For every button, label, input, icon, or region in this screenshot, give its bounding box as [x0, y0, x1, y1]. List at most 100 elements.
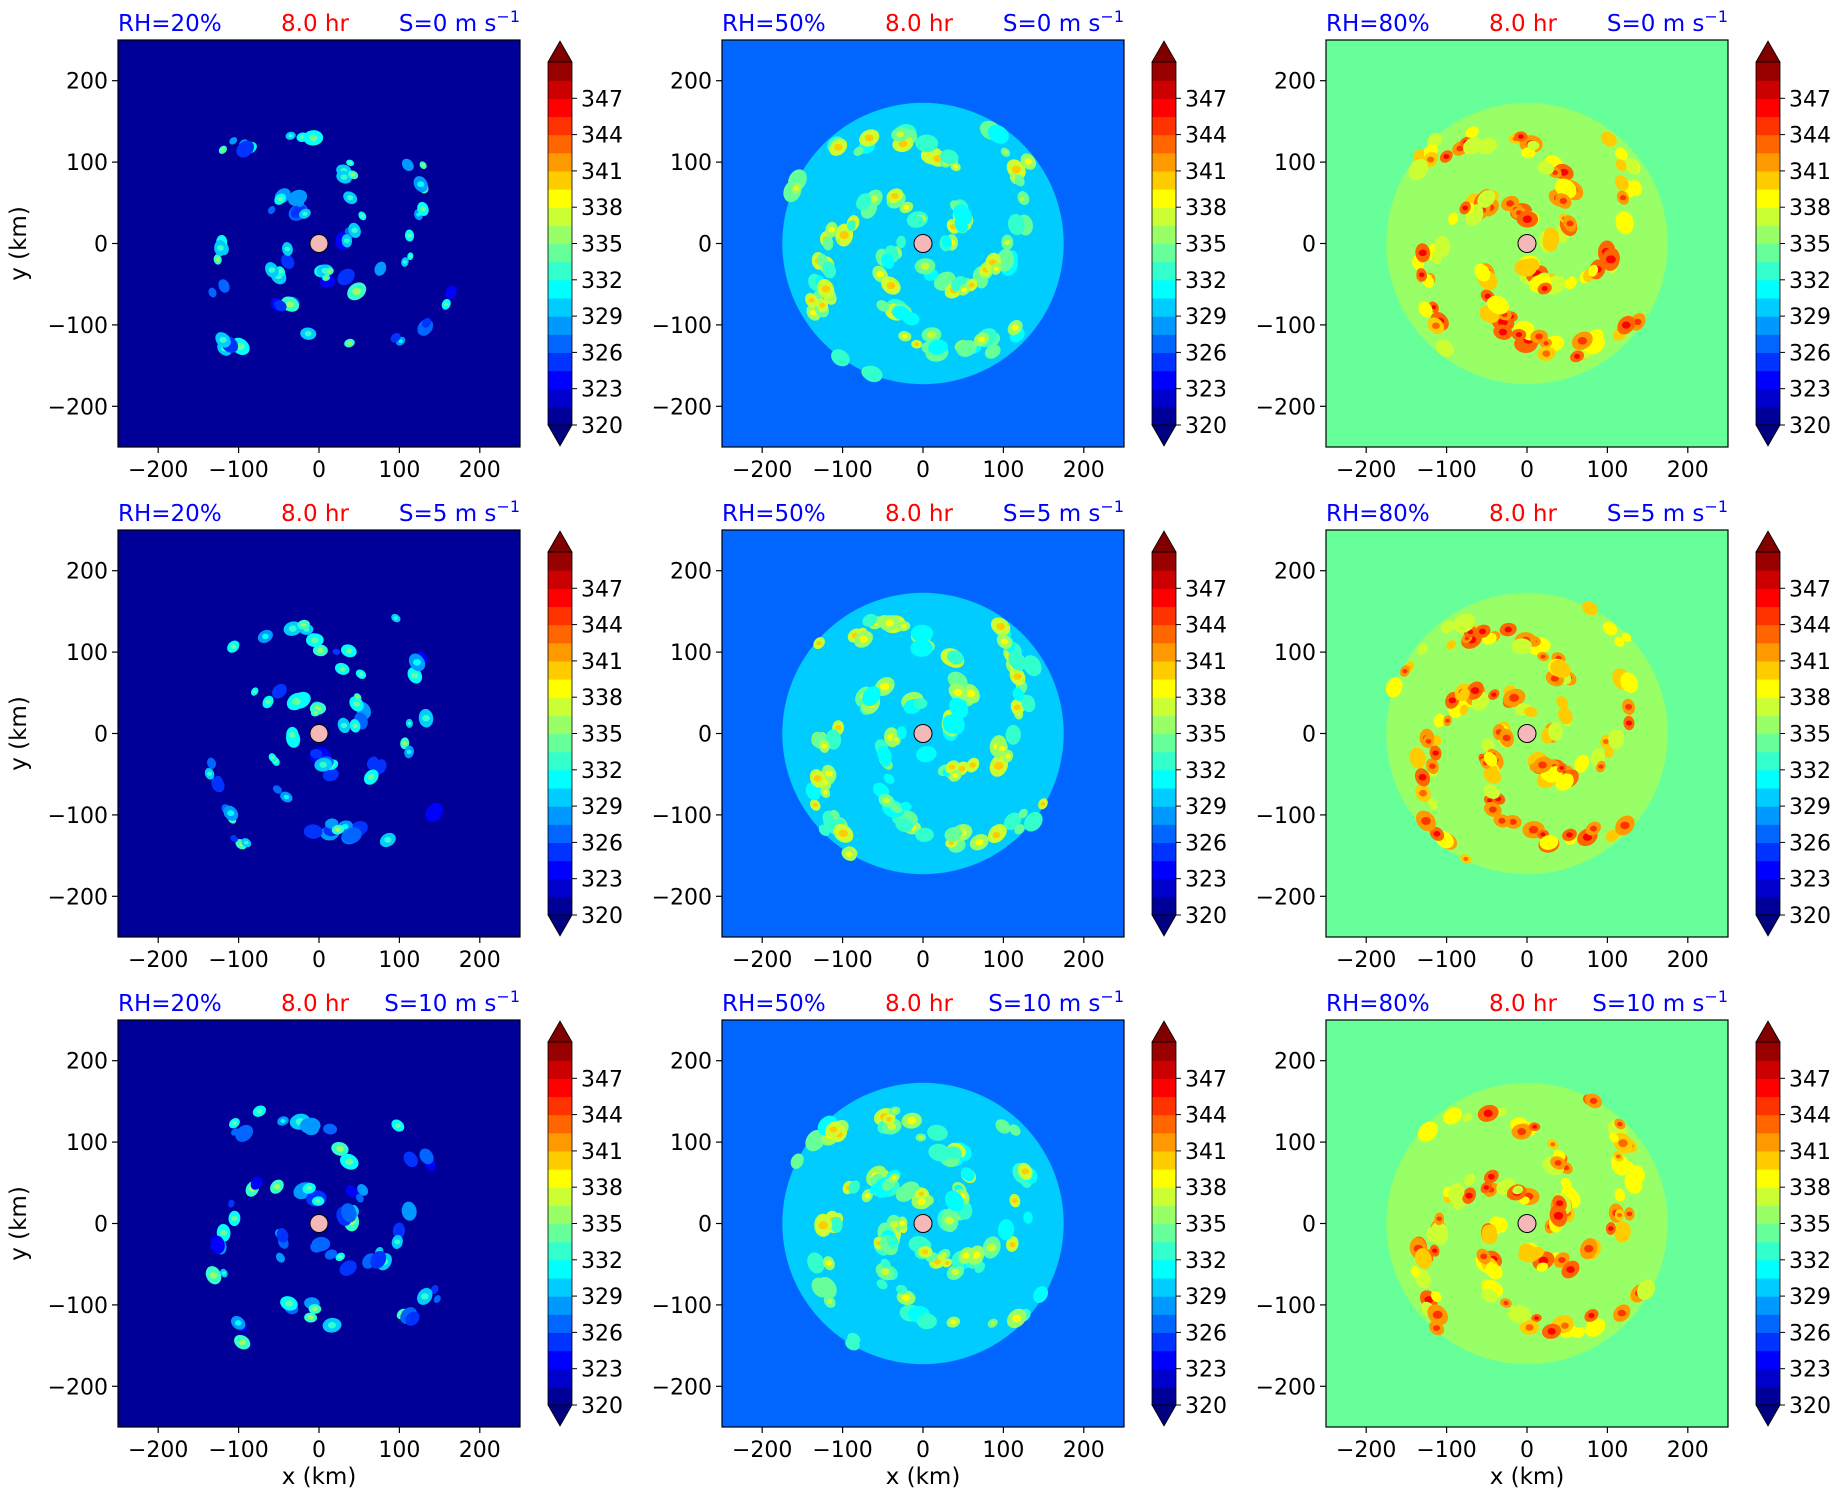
colorbar-level: [548, 352, 572, 372]
colorbar-extend-max: [1151, 40, 1177, 63]
colorbar-level: [548, 334, 572, 353]
colorbar-level: [548, 697, 572, 716]
colorbar-level: [548, 1078, 572, 1098]
convective-core: [1559, 197, 1568, 205]
convective-cell: [1033, 1286, 1049, 1303]
colorbar-extend-min: [1151, 914, 1177, 937]
colorbar-level: [1152, 1277, 1176, 1297]
colorbar-level: [1756, 715, 1780, 735]
convective-core: [953, 164, 958, 169]
convective-core: [406, 749, 412, 755]
x-tick-label: 100: [378, 458, 420, 483]
convective-cell: [1410, 1266, 1420, 1277]
convective-core: [312, 1306, 318, 1312]
convective-core: [1618, 1139, 1628, 1147]
colorbar-extend-min: [1755, 914, 1781, 937]
colorbar-level: [548, 1350, 572, 1370]
x-axis-label: x (km): [886, 1464, 961, 1490]
colorbar-level: [1756, 606, 1780, 626]
colorbar-tick-label: 347: [1789, 577, 1831, 602]
convective-cell: [370, 1250, 387, 1269]
convective-cell: [323, 1123, 338, 1135]
colorbar-tick-label: 326: [581, 831, 623, 856]
convective-core: [411, 672, 419, 679]
convective-core: [1480, 1253, 1488, 1260]
convective-core: [883, 797, 891, 804]
time-label: 8.0 hr: [281, 991, 349, 1017]
colorbar-tick-label: 344: [581, 124, 623, 149]
convective-core: [1518, 134, 1524, 139]
x-tick-label: −100: [812, 458, 872, 483]
convective-cell: [1487, 764, 1499, 776]
colorbar-tick-label: 341: [1789, 650, 1831, 675]
shear-label: S=5 m s−1: [1003, 497, 1124, 527]
convective-core: [1538, 761, 1547, 769]
convective-cell: [430, 1284, 439, 1294]
convective-core: [252, 690, 257, 694]
convective-cell: [401, 158, 414, 172]
convective-cell: [1481, 1288, 1498, 1303]
convective-core: [1425, 739, 1432, 744]
colorbar-level: [548, 1241, 572, 1261]
convective-cell: [997, 1219, 1015, 1241]
colorbar-tick-label: 326: [1789, 1321, 1831, 1346]
convective-core: [1448, 697, 1457, 704]
convective-core: [886, 1116, 892, 1122]
panel-0-1: −200 −100 0 100 200 −200 −100 0 100 200 RH=50% 8.0 …: [652, 7, 1227, 483]
colorbar-level: [548, 316, 572, 335]
colorbar-level: [548, 842, 572, 862]
convective-core: [1491, 692, 1497, 697]
x-tick-label: −200: [128, 458, 188, 483]
colorbar-tick-label: 323: [581, 1358, 623, 1383]
convective-cell: [1446, 640, 1457, 650]
colorbar-level: [548, 225, 572, 245]
convective-cell: [299, 1117, 321, 1134]
colorbar-tick-label: 335: [581, 1213, 623, 1238]
convective-core: [336, 1145, 344, 1152]
convective-cell: [445, 285, 457, 299]
convective-core: [953, 688, 963, 696]
y-tick-label: 0: [94, 233, 108, 258]
convective-cell: [1012, 687, 1024, 702]
convective-core: [1019, 197, 1025, 201]
x-tick-label: 0: [312, 948, 326, 973]
convective-cell: [1608, 728, 1624, 750]
convective-cell: [916, 1313, 937, 1330]
convective-cell: [788, 169, 807, 192]
rh-label: RH=50%: [722, 991, 826, 1017]
x-tick-label: 200: [459, 458, 501, 483]
convective-cell: [1543, 227, 1560, 248]
convective-cell: [1577, 762, 1587, 773]
convective-core: [952, 773, 959, 779]
convective-core: [256, 1108, 263, 1114]
convective-cell: [1614, 147, 1628, 161]
convective-core: [1021, 1168, 1030, 1175]
convective-core: [918, 1135, 924, 1140]
colorbar-level: [548, 1296, 572, 1315]
convective-core: [944, 1216, 955, 1225]
colorbar-tick-label: 341: [1789, 1140, 1831, 1165]
convective-cell: [1564, 276, 1577, 290]
colorbar-level: [1152, 896, 1176, 916]
y-tick-label: −200: [652, 885, 712, 910]
convective-core: [1534, 1316, 1539, 1320]
convective-cell: [228, 1199, 235, 1208]
convective-cell: [1415, 1248, 1432, 1269]
convective-core: [902, 333, 908, 339]
convective-core: [1588, 1312, 1595, 1319]
convective-cell: [229, 137, 238, 145]
convective-core: [993, 266, 1000, 271]
colorbar-level: [548, 787, 572, 807]
convective-cell: [1483, 784, 1501, 799]
colorbar-level: [548, 1368, 572, 1388]
x-tick-label: 200: [1063, 458, 1105, 483]
convective-cell: [1430, 1290, 1442, 1303]
colorbar-tick-label: 326: [1185, 341, 1227, 366]
convective-cell: [940, 149, 959, 165]
convective-core: [999, 745, 1006, 751]
convective-core: [268, 267, 276, 273]
y-tick-label: 100: [1274, 1131, 1316, 1156]
convective-cell: [1008, 651, 1027, 671]
colorbar-level: [1756, 80, 1780, 99]
x-tick-label: 100: [982, 1438, 1024, 1463]
